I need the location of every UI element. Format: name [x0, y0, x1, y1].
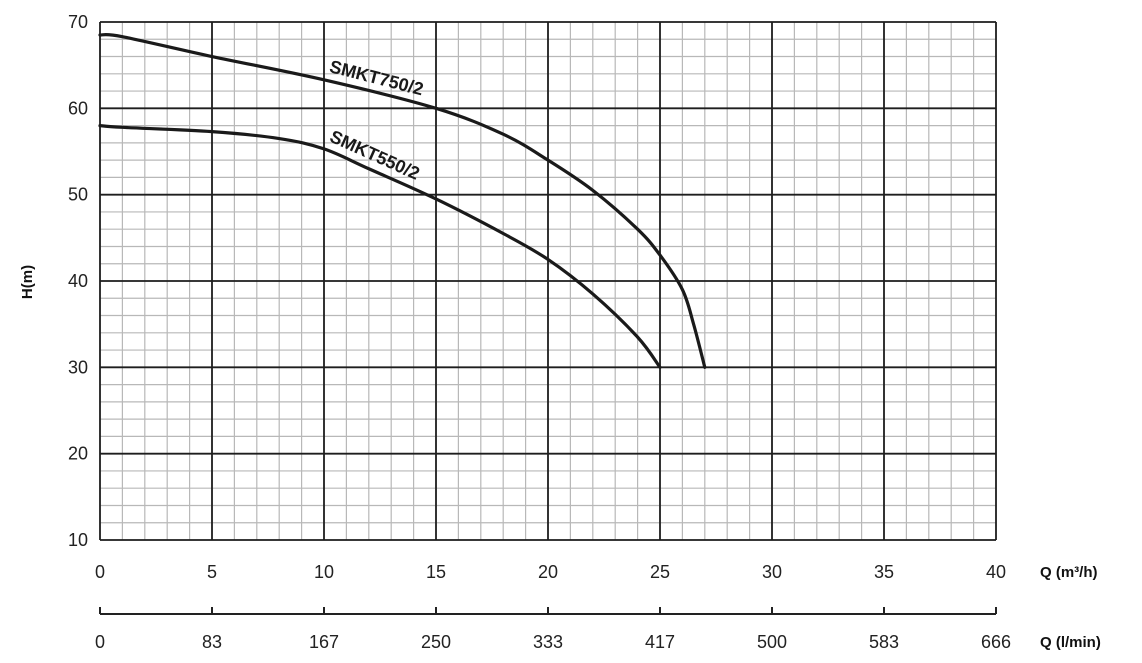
- y-tick-label: 60: [68, 98, 88, 118]
- major-grid: [99, 21, 997, 541]
- x-tick-label: 0: [95, 562, 105, 582]
- y-tick-label: 40: [68, 271, 88, 291]
- x-tick-label: 5: [207, 562, 217, 582]
- x-tick-label: 15: [426, 562, 446, 582]
- y-tick-label: 10: [68, 530, 88, 550]
- secondary-x-axis-title: Q (l/min): [1040, 634, 1101, 651]
- y-axis-title: H(m): [19, 265, 36, 299]
- y-tick-label: 70: [68, 12, 88, 32]
- y-tick-label: 50: [68, 185, 88, 205]
- series-line-smkt750-2: [98, 32, 707, 369]
- x2-tick-label: 83: [202, 632, 222, 652]
- x-axis-title: Q (m³/h): [1040, 564, 1098, 581]
- tick-labels: 10 20 30 40 50 60 70 0 5 10 15 20 25 30 35 40 0 83 167 250 3…: [68, 12, 1011, 652]
- y-tick-label: 20: [68, 444, 88, 464]
- y-tick-label: 30: [68, 357, 88, 377]
- x2-tick-label: 167: [309, 632, 339, 652]
- x-tick-label: 25: [650, 562, 670, 582]
- x2-tick-label: 250: [421, 632, 451, 652]
- x-tick-label: 20: [538, 562, 558, 582]
- x2-tick-label: 417: [645, 632, 675, 652]
- x2-tick-label: 500: [757, 632, 787, 652]
- x-tick-label: 10: [314, 562, 334, 582]
- x-tick-label: 40: [986, 562, 1006, 582]
- x2-tick-label: 583: [869, 632, 899, 652]
- x2-tick-label: 333: [533, 632, 563, 652]
- x-tick-label: 35: [874, 562, 894, 582]
- series-line-smkt550-2: [98, 124, 662, 369]
- x2-tick-label: 0: [95, 632, 105, 652]
- x2-tick-label: 666: [981, 632, 1011, 652]
- x-tick-label: 30: [762, 562, 782, 582]
